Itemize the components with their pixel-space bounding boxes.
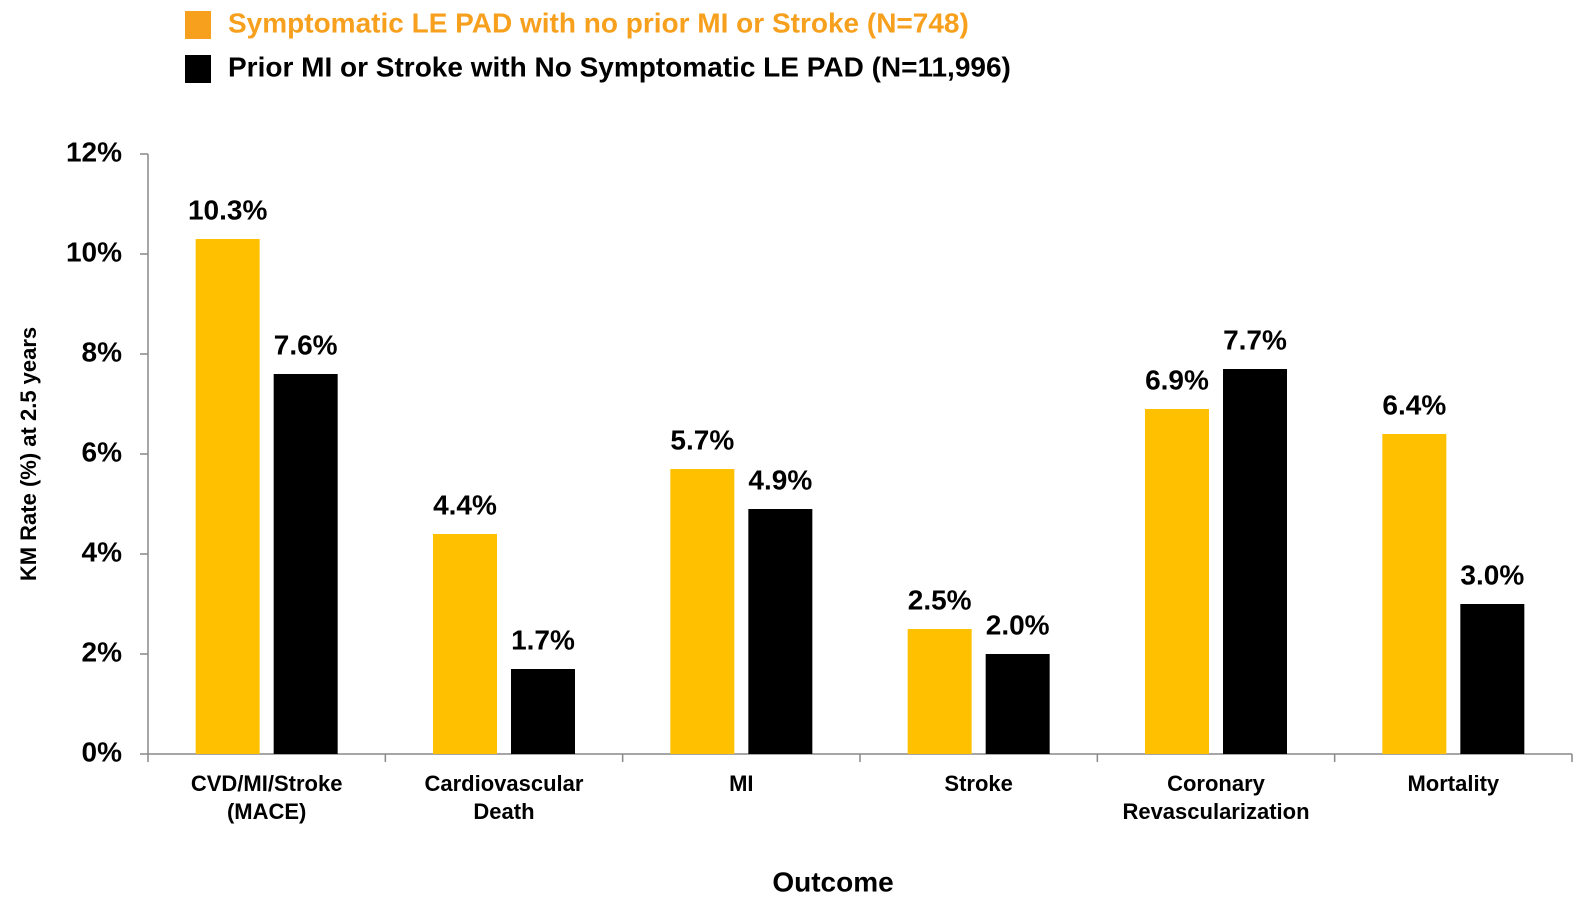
value-label: 3.0% [1460,559,1524,590]
legend-label: Prior MI or Stroke with No Symptomatic L… [228,51,1011,82]
value-label: 4.4% [433,489,497,520]
y-axis-title: KM Rate (%) at 2.5 years [16,327,41,581]
x-axis-title: Outcome [772,866,893,897]
x-tick-label: MI [729,771,754,796]
value-label: 6.9% [1145,364,1209,395]
y-tick-label: 6% [82,436,123,467]
legend-marker [185,11,211,39]
value-label: 4.9% [748,464,812,495]
x-tick-label: Cardiovascular Death [424,771,584,824]
x-tick-label: Stroke [944,771,1013,796]
bar [670,469,735,754]
y-tick-label: 0% [82,736,123,767]
value-label: 6.4% [1382,389,1446,420]
y-tick-label: 12% [66,136,122,167]
x-tick-label: CVD/MI/Stroke (MACE) [190,771,343,824]
y-tick-label: 2% [82,636,123,667]
bar [748,509,813,754]
value-label: 5.7% [670,424,734,455]
bar [433,534,497,754]
y-tick-label: 8% [82,336,123,367]
bar [1145,409,1209,754]
bar [195,239,260,754]
value-label: 2.0% [986,609,1050,640]
bar [1460,604,1525,754]
bar [511,669,575,754]
bar [1382,434,1447,754]
value-label: 2.5% [908,584,972,615]
legend-label: Symptomatic LE PAD with no prior MI or S… [228,7,969,38]
bar [273,374,338,754]
x-tick-label: Coronary Revascularization [1122,771,1310,824]
bar [985,654,1050,754]
value-label: 10.3% [188,194,267,225]
legend-marker [185,55,211,83]
bar [1223,369,1287,754]
value-label: 1.7% [511,624,575,655]
y-tick-label: 4% [82,536,123,567]
x-tick-label: Mortality [1407,771,1500,796]
bar [907,629,972,754]
value-label: 7.7% [1223,324,1287,355]
y-tick-label: 10% [66,236,122,267]
value-label: 7.6% [274,329,338,360]
